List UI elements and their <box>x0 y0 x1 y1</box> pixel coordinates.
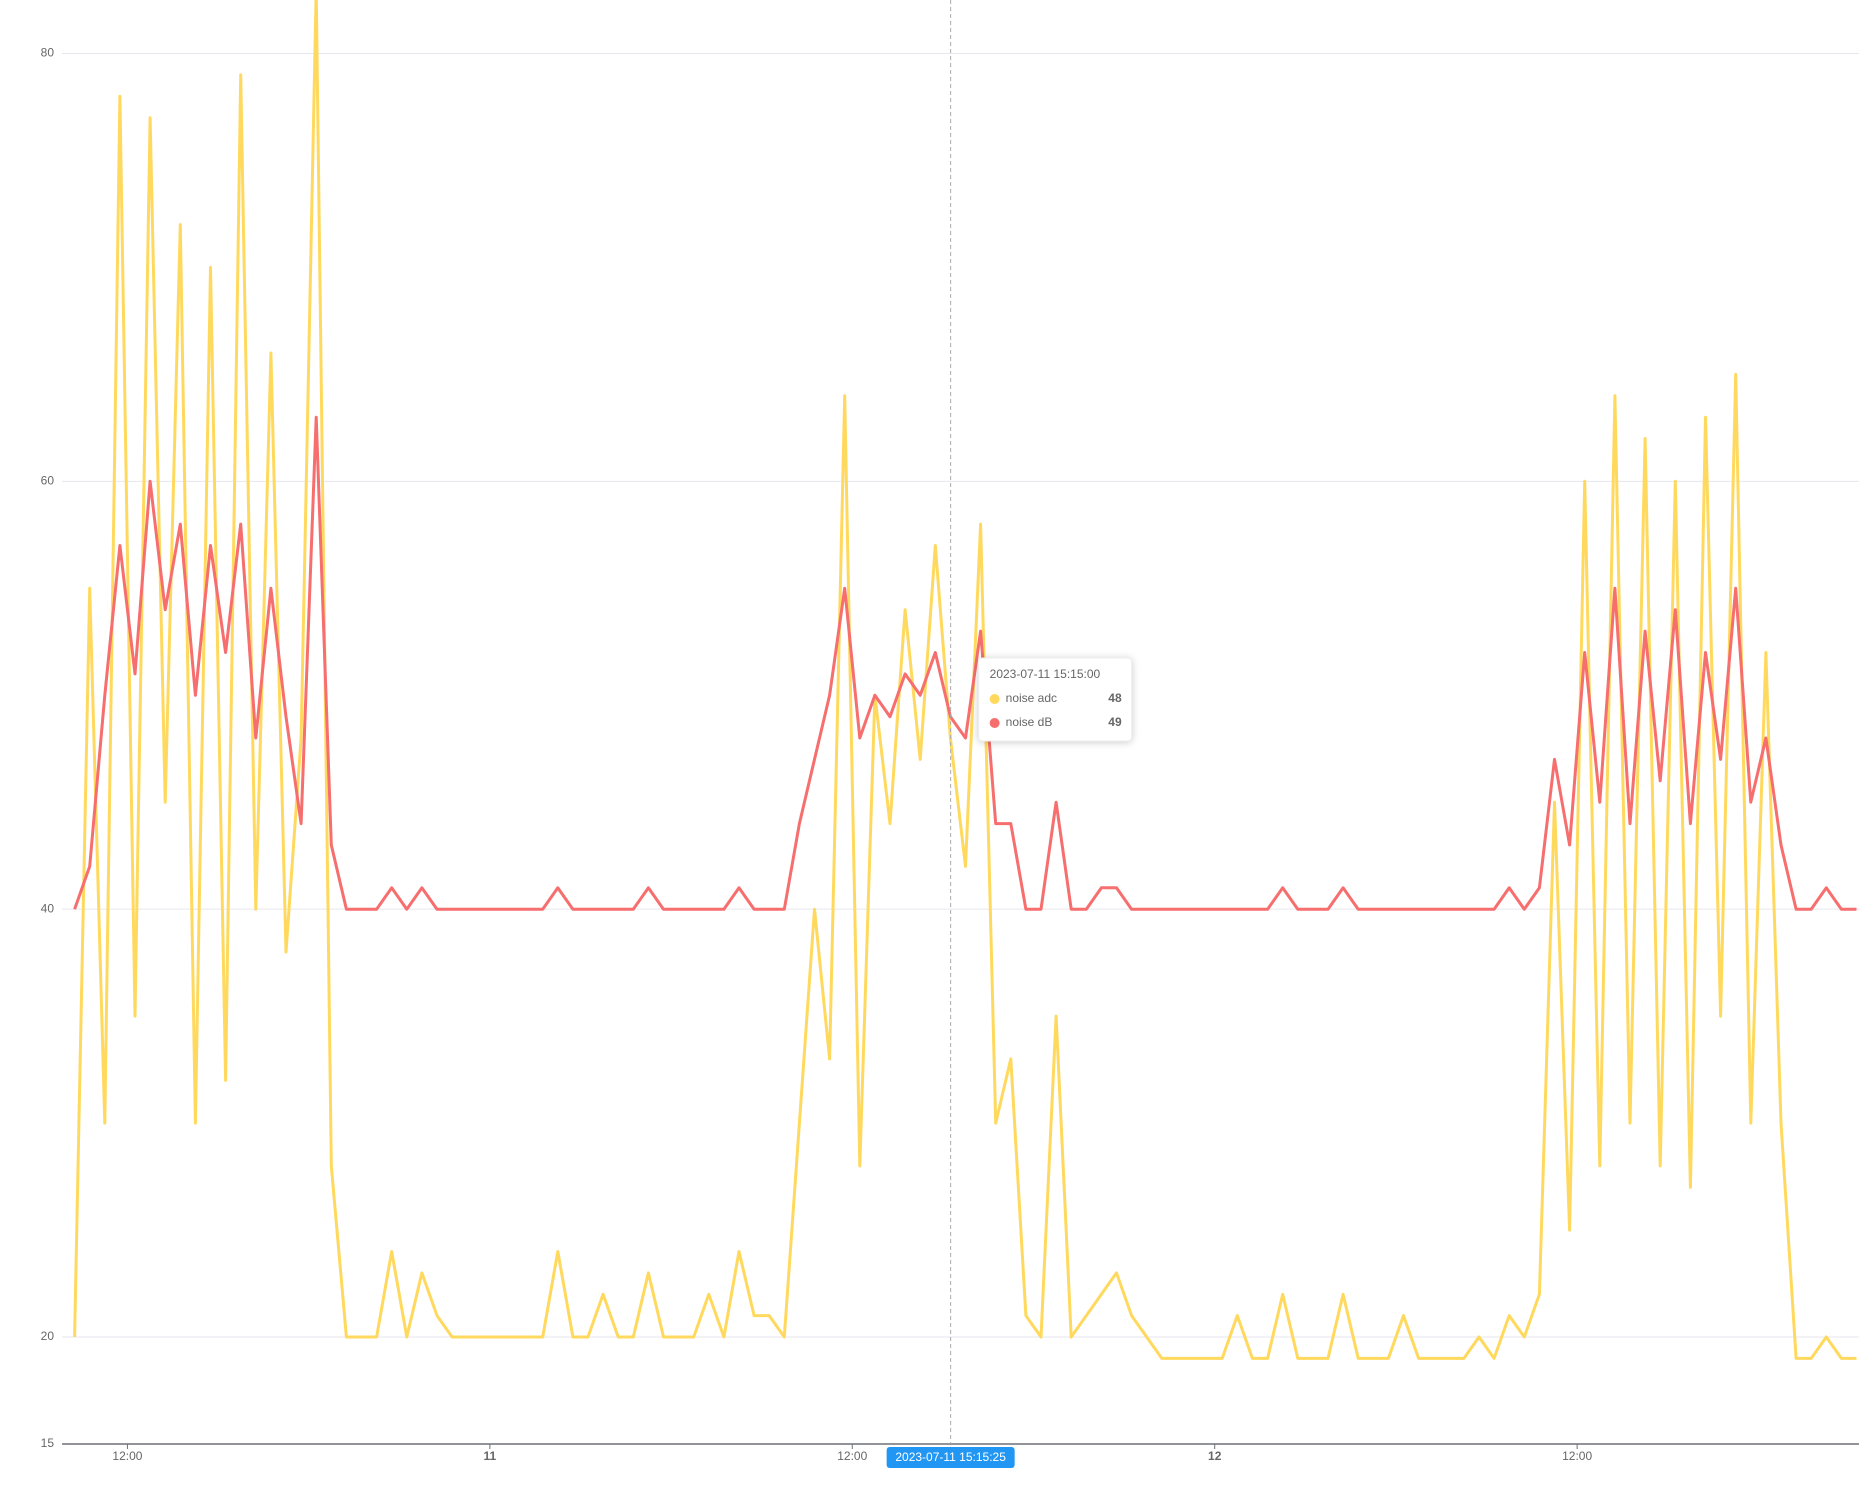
y-tick-label: 60 <box>41 474 55 488</box>
tooltip-value: 49 <box>1108 715 1122 729</box>
tooltip-series-name: noise adc <box>1006 691 1057 705</box>
y-tick-label: 15 <box>41 1436 55 1450</box>
tooltip-dot <box>989 718 1000 728</box>
crosshair-label: 2023-07-11 15:15:25 <box>895 1450 1006 1464</box>
x-tick-label: 12 <box>1208 1449 1222 1463</box>
tooltip-value: 48 <box>1108 691 1122 705</box>
crosshair-label-bg <box>886 1447 1015 1468</box>
tooltip-title: 2023-07-11 15:15:00 <box>990 667 1101 681</box>
series-line <box>73 0 1857 1360</box>
tooltip-series-name: noise dB <box>1006 715 1053 729</box>
x-tick-label: 11 <box>484 1449 497 1463</box>
tooltip-dot <box>989 694 1000 704</box>
x-tick-label: 12:00 <box>112 1449 142 1463</box>
x-tick-label: 12:00 <box>1562 1449 1592 1463</box>
y-tick-label: 40 <box>41 901 55 915</box>
y-tick-label: 80 <box>41 46 55 60</box>
x-tick-label: 12:00 <box>837 1449 867 1463</box>
tooltip-box <box>978 657 1133 742</box>
y-tick-label: 20 <box>41 1329 55 1343</box>
series-line <box>73 415 1857 911</box>
tooltip: 2023-07-11 15:15:00 noise adc 48 noise dB 49 <box>978 657 1133 742</box>
